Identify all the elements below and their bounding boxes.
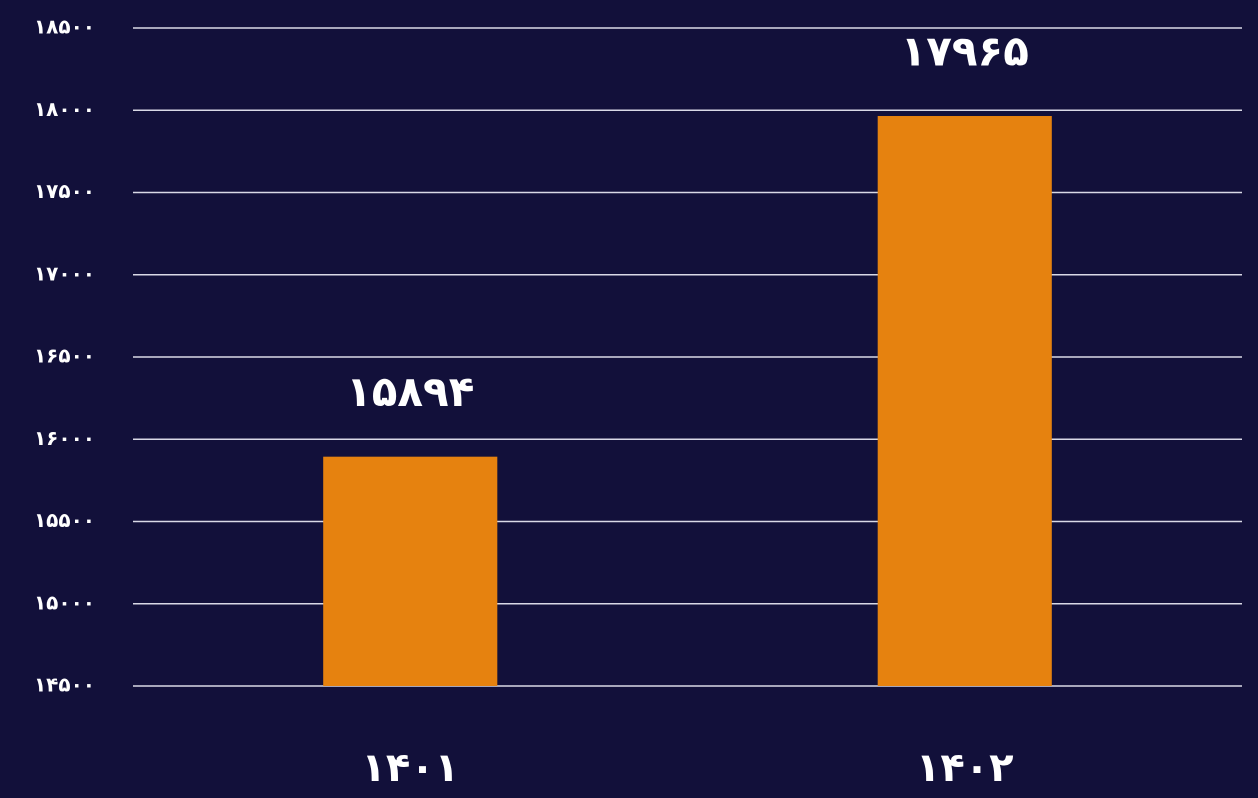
value-label: ۱۷۹۶۵ — [901, 27, 1029, 76]
y-tick-label: ۱۶۰۰۰ — [34, 426, 95, 450]
x-tick-label: ۱۴۰۲ — [916, 745, 1014, 791]
value-label: ۱۵۸۹۴ — [346, 367, 474, 416]
y-tick-label: ۱۵۰۰۰ — [34, 590, 95, 614]
x-tick-label: ۱۴۰۱ — [361, 745, 459, 791]
y-tick-label: ۱۷۰۰۰ — [34, 261, 95, 285]
y-tick-label: ۱۷۵۰۰ — [34, 179, 95, 203]
y-tick-label: ۱۶۵۰۰ — [34, 344, 95, 368]
bar — [323, 456, 498, 686]
y-tick-label: ۱۸۰۰۰ — [34, 97, 95, 121]
bar — [877, 116, 1052, 686]
y-tick-label: ۱۵۵۰۰ — [34, 508, 95, 532]
y-tick-label: ۱۸۵۰۰ — [34, 15, 95, 39]
y-tick-label: ۱۴۵۰۰ — [34, 673, 95, 697]
